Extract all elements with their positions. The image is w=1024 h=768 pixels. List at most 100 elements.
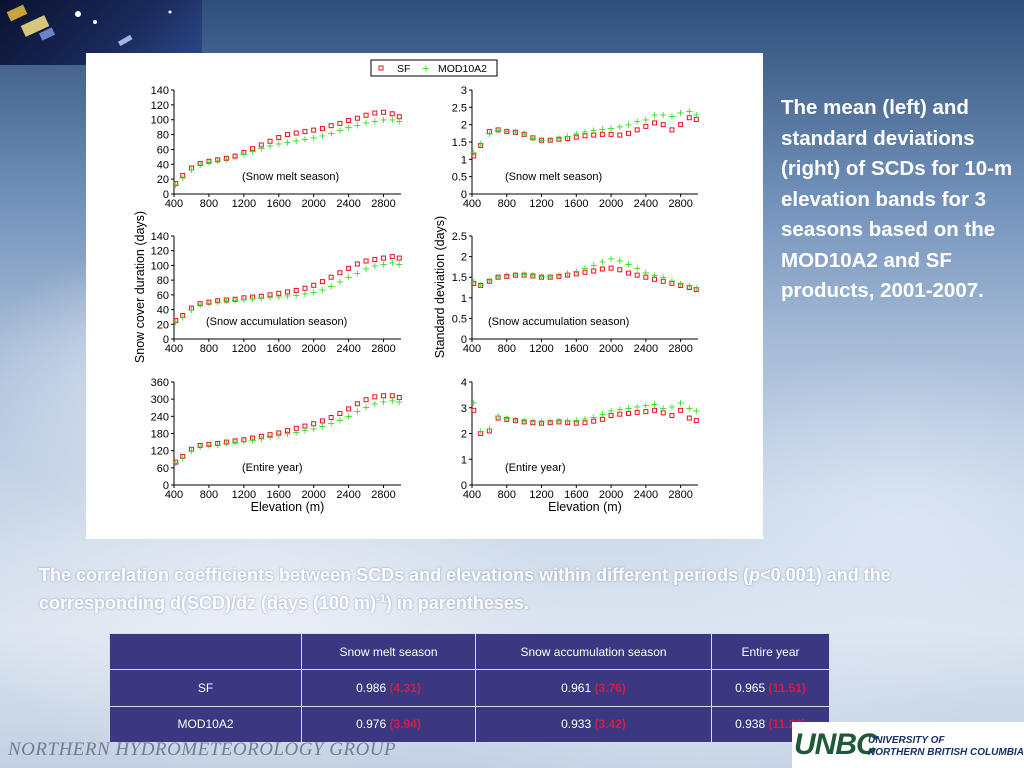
x-tick-label: 2800: [668, 489, 692, 501]
mod10a2-point: +: [607, 254, 615, 265]
sf-point: [556, 273, 562, 279]
sf-point: [634, 127, 640, 133]
sf-point: [495, 274, 501, 280]
sf-point: [276, 430, 282, 436]
x-tick-label: 2800: [371, 343, 395, 355]
sf-point: [232, 296, 238, 302]
x-tick-label: 400: [463, 198, 481, 210]
sf-point: [652, 120, 658, 126]
mod10a2-point: +: [336, 126, 344, 137]
y-tick-label: 360: [151, 377, 169, 389]
sf-point: [608, 265, 614, 271]
correlation-table: Snow melt season Snow accumulation seaso…: [109, 632, 830, 744]
sf-point: [223, 297, 229, 303]
x-tick-label: 800: [200, 198, 218, 210]
sf-point: [354, 115, 360, 121]
x-tick-label: 2800: [668, 198, 692, 210]
sf-point: [319, 418, 325, 424]
mod10a2-point: +: [572, 267, 580, 278]
y-tick-label: 100: [151, 260, 169, 272]
sf-point: [486, 428, 492, 434]
sf-point: [504, 129, 510, 135]
mod10a2-point: +: [179, 453, 187, 464]
sf-point: [539, 274, 545, 280]
mod10a2-point: +: [336, 415, 344, 426]
row-label: MOD10A2: [109, 705, 302, 744]
y-tick-label: 3: [461, 403, 467, 415]
sf-point: [173, 181, 179, 187]
x-tick-label: 2000: [301, 343, 325, 355]
caption-sup: -1: [376, 593, 386, 605]
panel-annotation: (Snow melt season): [242, 171, 339, 183]
mod10a2-point: +: [318, 285, 326, 296]
figure-description: The mean (left) and standard deviations …: [781, 96, 1013, 302]
sf-point: [556, 419, 562, 425]
mod10a2-point: +: [511, 415, 519, 426]
y-tick-label: 20: [157, 319, 169, 331]
mod10a2-point: +: [301, 135, 309, 146]
x-tick-label: 1600: [267, 343, 291, 355]
x-tick-label: 800: [498, 489, 516, 501]
mod10a2-point: +: [581, 127, 589, 138]
mod10a2-point: +: [616, 256, 624, 267]
sf-point: [652, 276, 658, 282]
mod10a2-point: +: [529, 270, 537, 281]
table-header-row: Snow melt season Snow accumulation seaso…: [109, 632, 830, 671]
correlation-value: 0.986: [356, 680, 387, 695]
mod10a2-point: +: [327, 129, 335, 140]
mod10a2-point: +: [589, 260, 597, 271]
sf-point: [337, 120, 343, 126]
mod10a2-point: +: [537, 135, 545, 146]
sf-point: [565, 272, 571, 278]
x-tick-label: 400: [165, 198, 183, 210]
legend-mod10a2-label: MOD10A2: [438, 63, 487, 75]
slope-value: (3.76): [594, 680, 626, 695]
sf-point: [530, 420, 536, 426]
mod10a2-point: +: [676, 279, 684, 290]
mod10a2-point: +: [275, 431, 283, 442]
sf-point: [180, 172, 186, 178]
group-name: NORTHERN HYDROMETEOROLOGY GROUP: [8, 739, 397, 760]
mod10a2-point: +: [353, 120, 361, 131]
x-tick-label: 2800: [668, 343, 692, 355]
x-tick-label: 800: [200, 489, 218, 501]
mod10a2-point: +: [668, 402, 676, 413]
sf-point: [285, 428, 290, 434]
sf-point: [188, 305, 194, 311]
mod10a2-point: +: [275, 139, 283, 150]
mod10a2-point: +: [616, 122, 624, 133]
mod10a2-point: +: [395, 397, 403, 408]
mod10a2-point: +: [327, 419, 335, 430]
mod10a2-point: +: [537, 271, 545, 282]
sf-point: [599, 131, 605, 137]
mod10a2-point: +: [476, 426, 484, 437]
mod10a2-point: +: [503, 271, 511, 282]
mod10a2-point: +: [520, 416, 528, 427]
mod10a2-point: +: [650, 110, 658, 121]
sf-point: [363, 258, 369, 264]
x-tick-label: 2400: [336, 343, 360, 355]
mod10a2-point: +: [257, 293, 265, 304]
sf-point: [591, 418, 597, 424]
sf-point: [678, 407, 684, 413]
mod10a2-point: +: [222, 296, 230, 307]
correlation-value: 0.976: [356, 717, 387, 732]
x-tick-label: 1600: [564, 489, 588, 501]
sf-point: [565, 136, 571, 142]
mod10a2-point: +: [581, 414, 589, 425]
x-tick-label: 1200: [529, 343, 553, 355]
mod10a2-point: +: [205, 158, 213, 169]
y-tick-label: 1: [461, 154, 467, 166]
mod10a2-point: +: [231, 296, 239, 307]
sf-point: [539, 137, 545, 143]
x-tick-label: 2000: [599, 198, 623, 210]
y-tick-label: 0.5: [452, 172, 467, 184]
sf-point: [188, 446, 194, 452]
mod10a2-point: +: [520, 269, 528, 280]
chart-panel: 0 20 40 60 80 100 120 140 400 800 1200 1600 2000 2400…: [86, 53, 763, 539]
sf-point: [512, 129, 518, 135]
y-axis-title-right: Standard deviation (days): [433, 216, 447, 358]
mod10a2-point: +: [668, 276, 676, 287]
sf-point: [547, 274, 553, 280]
sf-point: [504, 273, 510, 279]
